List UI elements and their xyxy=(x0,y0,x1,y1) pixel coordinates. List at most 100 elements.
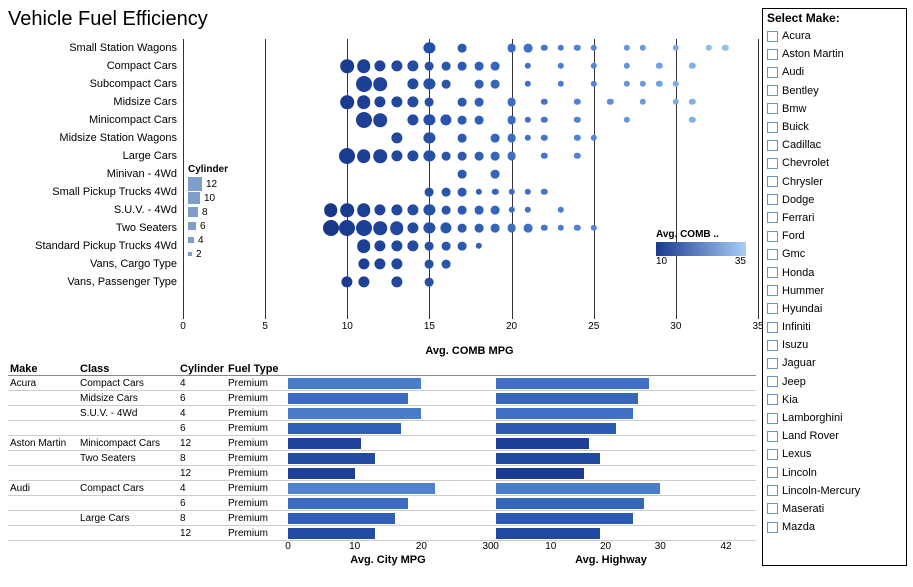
make-filter-item[interactable]: Lexus xyxy=(763,445,906,463)
checkbox-icon[interactable] xyxy=(767,122,778,133)
make-filter-item[interactable]: Infiniti xyxy=(763,318,906,336)
hwy-bar[interactable] xyxy=(496,483,660,494)
data-point[interactable] xyxy=(340,59,354,73)
make-filter-item[interactable]: Audi xyxy=(763,63,906,81)
city-bar[interactable] xyxy=(288,378,421,389)
data-point[interactable] xyxy=(640,99,646,105)
data-point[interactable] xyxy=(623,117,629,123)
data-point[interactable] xyxy=(591,45,597,51)
data-point[interactable] xyxy=(591,135,597,141)
data-point[interactable] xyxy=(375,96,386,107)
data-point[interactable] xyxy=(441,62,450,71)
data-point[interactable] xyxy=(358,258,369,269)
make-filter-item[interactable]: Kia xyxy=(763,391,906,409)
data-point[interactable] xyxy=(441,152,450,161)
data-point[interactable] xyxy=(373,149,387,163)
data-point[interactable] xyxy=(492,189,498,195)
data-point[interactable] xyxy=(440,222,451,233)
data-point[interactable] xyxy=(474,98,483,107)
checkbox-icon[interactable] xyxy=(767,194,778,205)
data-point[interactable] xyxy=(507,98,516,107)
data-point[interactable] xyxy=(441,188,450,197)
make-filter-item[interactable]: Chevrolet xyxy=(763,154,906,172)
data-point[interactable] xyxy=(373,113,387,127)
data-point[interactable] xyxy=(357,95,371,109)
data-point[interactable] xyxy=(558,207,564,213)
data-point[interactable] xyxy=(425,242,434,251)
make-filter-item[interactable]: Acura xyxy=(763,27,906,45)
data-point[interactable] xyxy=(425,98,434,107)
checkbox-icon[interactable] xyxy=(767,67,778,78)
data-point[interactable] xyxy=(508,189,514,195)
data-point[interactable] xyxy=(525,117,531,123)
data-point[interactable] xyxy=(458,134,467,143)
data-point[interactable] xyxy=(391,132,402,143)
data-point[interactable] xyxy=(356,220,372,236)
checkbox-icon[interactable] xyxy=(767,158,778,169)
city-bar[interactable] xyxy=(288,453,375,464)
data-point[interactable] xyxy=(425,188,434,197)
data-point[interactable] xyxy=(525,189,531,195)
data-point[interactable] xyxy=(558,45,564,51)
data-point[interactable] xyxy=(574,225,580,231)
checkbox-icon[interactable] xyxy=(767,322,778,333)
data-point[interactable] xyxy=(541,153,547,159)
data-point[interactable] xyxy=(458,242,467,251)
data-point[interactable] xyxy=(425,278,434,287)
data-point[interactable] xyxy=(474,62,483,71)
data-point[interactable] xyxy=(323,220,339,236)
data-point[interactable] xyxy=(407,96,418,107)
data-point[interactable] xyxy=(391,240,402,251)
data-point[interactable] xyxy=(324,203,338,217)
checkbox-icon[interactable] xyxy=(767,413,778,424)
hwy-bar[interactable] xyxy=(496,453,600,464)
make-filter-item[interactable]: Bmw xyxy=(763,100,906,118)
make-filter-item[interactable]: Ferrari xyxy=(763,209,906,227)
make-filter-item[interactable]: Lamborghini xyxy=(763,409,906,427)
data-point[interactable] xyxy=(623,45,629,51)
data-point[interactable] xyxy=(440,114,451,125)
hwy-bar[interactable] xyxy=(496,513,633,524)
data-point[interactable] xyxy=(340,203,354,217)
city-bar[interactable] xyxy=(288,513,395,524)
data-point[interactable] xyxy=(407,150,418,161)
data-point[interactable] xyxy=(458,116,467,125)
make-filter-item[interactable]: Lincoln xyxy=(763,464,906,482)
checkbox-icon[interactable] xyxy=(767,340,778,351)
data-point[interactable] xyxy=(507,224,516,233)
data-point[interactable] xyxy=(424,222,435,233)
make-filter-item[interactable]: Chrysler xyxy=(763,173,906,191)
data-point[interactable] xyxy=(458,152,467,161)
checkbox-icon[interactable] xyxy=(767,231,778,242)
data-point[interactable] xyxy=(458,188,467,197)
data-point[interactable] xyxy=(407,78,418,89)
data-point[interactable] xyxy=(524,44,533,53)
data-point[interactable] xyxy=(722,45,728,51)
hwy-bar[interactable] xyxy=(496,438,589,449)
data-point[interactable] xyxy=(591,225,597,231)
hwy-bar[interactable] xyxy=(496,498,644,509)
data-point[interactable] xyxy=(541,225,547,231)
data-point[interactable] xyxy=(491,224,500,233)
data-point[interactable] xyxy=(689,117,695,123)
checkbox-icon[interactable] xyxy=(767,467,778,478)
make-filter-item[interactable]: Bentley xyxy=(763,82,906,100)
data-point[interactable] xyxy=(507,44,516,53)
checkbox-icon[interactable] xyxy=(767,522,778,533)
data-point[interactable] xyxy=(623,81,629,87)
city-bar[interactable] xyxy=(288,438,361,449)
data-point[interactable] xyxy=(390,221,404,235)
checkbox-icon[interactable] xyxy=(767,176,778,187)
data-point[interactable] xyxy=(357,149,371,163)
make-filter-item[interactable]: Gmc xyxy=(763,245,906,263)
data-point[interactable] xyxy=(391,258,402,269)
data-point[interactable] xyxy=(340,95,354,109)
data-point[interactable] xyxy=(507,152,516,161)
data-point[interactable] xyxy=(375,258,386,269)
checkbox-icon[interactable] xyxy=(767,485,778,496)
data-point[interactable] xyxy=(407,204,418,215)
data-point[interactable] xyxy=(574,45,580,51)
data-point[interactable] xyxy=(491,206,500,215)
data-point[interactable] xyxy=(375,204,386,215)
data-point[interactable] xyxy=(441,242,450,251)
